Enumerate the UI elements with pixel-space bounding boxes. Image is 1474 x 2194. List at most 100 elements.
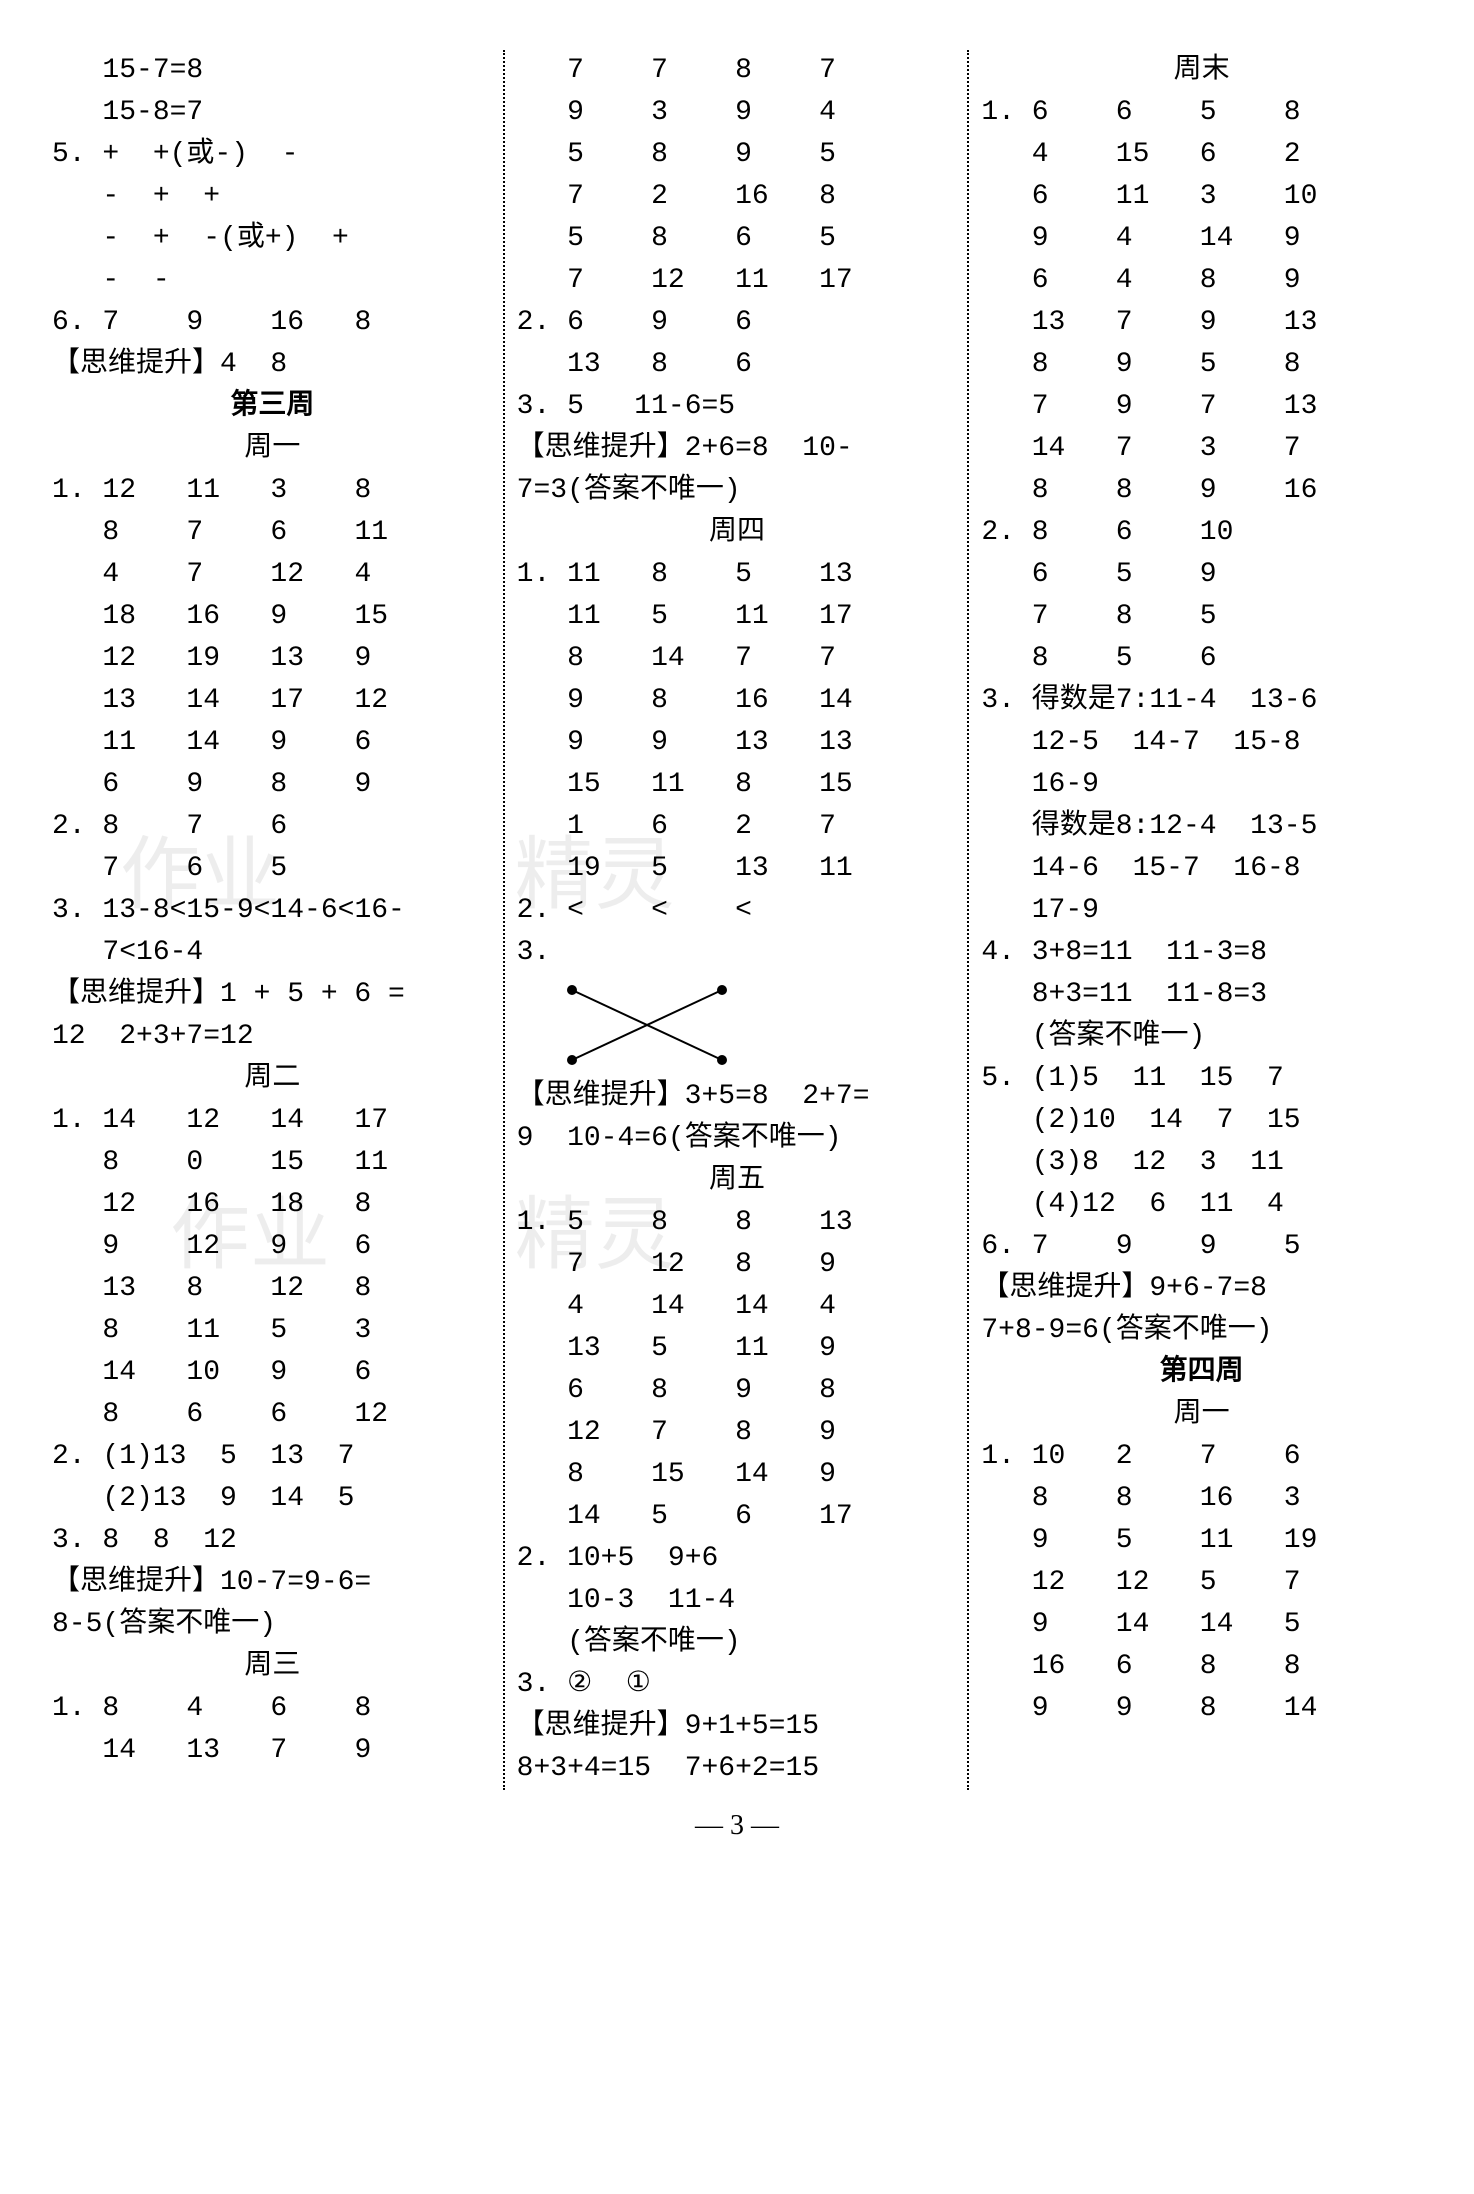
text-line: 4 7 12 4 (52, 554, 493, 596)
text-line: 3. 得数是7:11-4 13-6 (981, 680, 1422, 722)
text-line: (3)8 12 3 11 (981, 1142, 1422, 1184)
text-line: 1. 5 8 8 13 (517, 1202, 958, 1244)
text-line: 7+8-9=6(答案不唯一) (981, 1310, 1422, 1352)
text-line: 4. 3+8=11 11-3=8 (981, 932, 1422, 974)
text-line: - + -(或+) + (52, 218, 493, 260)
day-heading: 周末 (981, 50, 1422, 92)
text-line: 【思维提升】2+6=8 10- (517, 428, 958, 470)
text-line: 12 19 13 9 (52, 638, 493, 680)
text-line: 7 12 11 17 (517, 260, 958, 302)
text-line: 【思维提升】3+5=8 2+7= (517, 1076, 958, 1118)
text-line: 3. 5 11-6=5 (517, 386, 958, 428)
text-line: 7 6 5 (52, 848, 493, 890)
text-line: 8+3+4=15 7+6+2=15 (517, 1748, 958, 1790)
text-line: (2)10 14 7 15 (981, 1100, 1422, 1142)
text-line: (4)12 6 11 4 (981, 1184, 1422, 1226)
text-line: 14 10 9 6 (52, 1352, 493, 1394)
text-line: 3. 8 8 12 (52, 1520, 493, 1562)
text-line: 13 5 11 9 (517, 1328, 958, 1370)
crossing-diagram (557, 980, 737, 1070)
text-line: 2. < < < (517, 890, 958, 932)
text-line: 9 8 16 14 (517, 680, 958, 722)
text-line: 13 8 6 (517, 344, 958, 386)
text-line: (2)13 9 14 5 (52, 1478, 493, 1520)
text-line: 6 11 3 10 (981, 176, 1422, 218)
text-line: 14 5 6 17 (517, 1496, 958, 1538)
week-heading: 第三周 (52, 386, 493, 428)
day-heading: 周四 (517, 512, 958, 554)
text-line: 6 5 9 (981, 554, 1422, 596)
text-line: 8 5 6 (981, 638, 1422, 680)
text-line: 10-3 11-4 (517, 1580, 958, 1622)
text-line: 6. 7 9 9 5 (981, 1226, 1422, 1268)
text-line: 【思维提升】4 8 (52, 344, 493, 386)
text-line: 7<16-4 (52, 932, 493, 974)
text-line: 1. 6 6 5 8 (981, 92, 1422, 134)
text-line: 9 10-4=6(答案不唯一) (517, 1118, 958, 1160)
text-line: (答案不唯一) (981, 1016, 1422, 1058)
text-line: 15 11 8 15 (517, 764, 958, 806)
page-container: 15-7=8 15-8=7 5. + +(或-) - - + + - + -(或… (40, 50, 1434, 1790)
day-heading: 周一 (52, 428, 493, 470)
text-line: 12 16 18 8 (52, 1184, 493, 1226)
text-line: 5. + +(或-) - (52, 134, 493, 176)
text-line: 2. (1)13 5 13 7 (52, 1436, 493, 1478)
text-line: 8 9 5 8 (981, 344, 1422, 386)
text-line: 12 7 8 9 (517, 1412, 958, 1454)
text-line: 12 2+3+7=12 (52, 1016, 493, 1058)
text-line: 14 7 3 7 (981, 428, 1422, 470)
text-line: 1 6 2 7 (517, 806, 958, 848)
text-line: 13 7 9 13 (981, 302, 1422, 344)
text-line: 9 4 14 9 (981, 218, 1422, 260)
text-line: 18 16 9 15 (52, 596, 493, 638)
week-heading: 第四周 (981, 1352, 1422, 1394)
text-line: 【思维提升】9+6-7=8 (981, 1268, 1422, 1310)
text-line: 16-9 (981, 764, 1422, 806)
text-line: 14-6 15-7 16-8 (981, 848, 1422, 890)
column-1: 15-7=8 15-8=7 5. + +(或-) - - + + - + -(或… (40, 50, 505, 1790)
text-line: 11 14 9 6 (52, 722, 493, 764)
day-heading: 周五 (517, 1160, 958, 1202)
text-line: 6 8 9 8 (517, 1370, 958, 1412)
text-line: 【思维提升】1 + 5 + 6 = (52, 974, 493, 1016)
text-line: (答案不唯一) (517, 1622, 958, 1664)
text-line: 13 8 12 8 (52, 1268, 493, 1310)
text-line: 1. 11 8 5 13 (517, 554, 958, 596)
text-line: 3. (517, 932, 958, 974)
text-line: 8-5(答案不唯一) (52, 1604, 493, 1646)
text-line: 8 7 6 11 (52, 512, 493, 554)
text-line: 15-7=8 (52, 50, 493, 92)
text-line: 1. 8 4 6 8 (52, 1688, 493, 1730)
text-line: - + + (52, 176, 493, 218)
text-line: 8 15 14 9 (517, 1454, 958, 1496)
text-line: 1. 14 12 14 17 (52, 1100, 493, 1142)
day-heading: 周三 (52, 1646, 493, 1688)
text-line: 2. 8 6 10 (981, 512, 1422, 554)
text-line: 9 9 13 13 (517, 722, 958, 764)
text-line: 1. 12 11 3 8 (52, 470, 493, 512)
text-line: 5 8 6 5 (517, 218, 958, 260)
text-line: 15-8=7 (52, 92, 493, 134)
text-line: - - (52, 260, 493, 302)
text-line: 14 13 7 9 (52, 1730, 493, 1772)
text-line: 8 8 9 16 (981, 470, 1422, 512)
text-line: 7 9 7 13 (981, 386, 1422, 428)
text-line: 2. 6 9 6 (517, 302, 958, 344)
text-line: 得数是8:12-4 13-5 (981, 806, 1422, 848)
page-number: — 3 — (40, 1810, 1434, 1842)
text-line: 16 6 8 8 (981, 1646, 1422, 1688)
text-line: 7 7 8 7 (517, 50, 958, 92)
text-line: 19 5 13 11 (517, 848, 958, 890)
text-line: 9 5 11 19 (981, 1520, 1422, 1562)
text-line: 6 9 8 9 (52, 764, 493, 806)
column-2: 7 7 8 7 9 3 9 4 5 8 9 5 7 2 16 8 5 8 6 5… (505, 50, 970, 1790)
text-line: 12 12 5 7 (981, 1562, 1422, 1604)
text-line: 【思维提升】9+1+5=15 (517, 1706, 958, 1748)
text-line: 8+3=11 11-8=3 (981, 974, 1422, 1016)
text-line: 6. 7 9 16 8 (52, 302, 493, 344)
text-line: 8 8 16 3 (981, 1478, 1422, 1520)
text-line: 9 3 9 4 (517, 92, 958, 134)
day-heading: 周一 (981, 1394, 1422, 1436)
text-line: 7 8 5 (981, 596, 1422, 638)
column-3: 周末 1. 6 6 5 8 4 15 6 2 6 11 3 10 9 4 14 … (969, 50, 1434, 1790)
